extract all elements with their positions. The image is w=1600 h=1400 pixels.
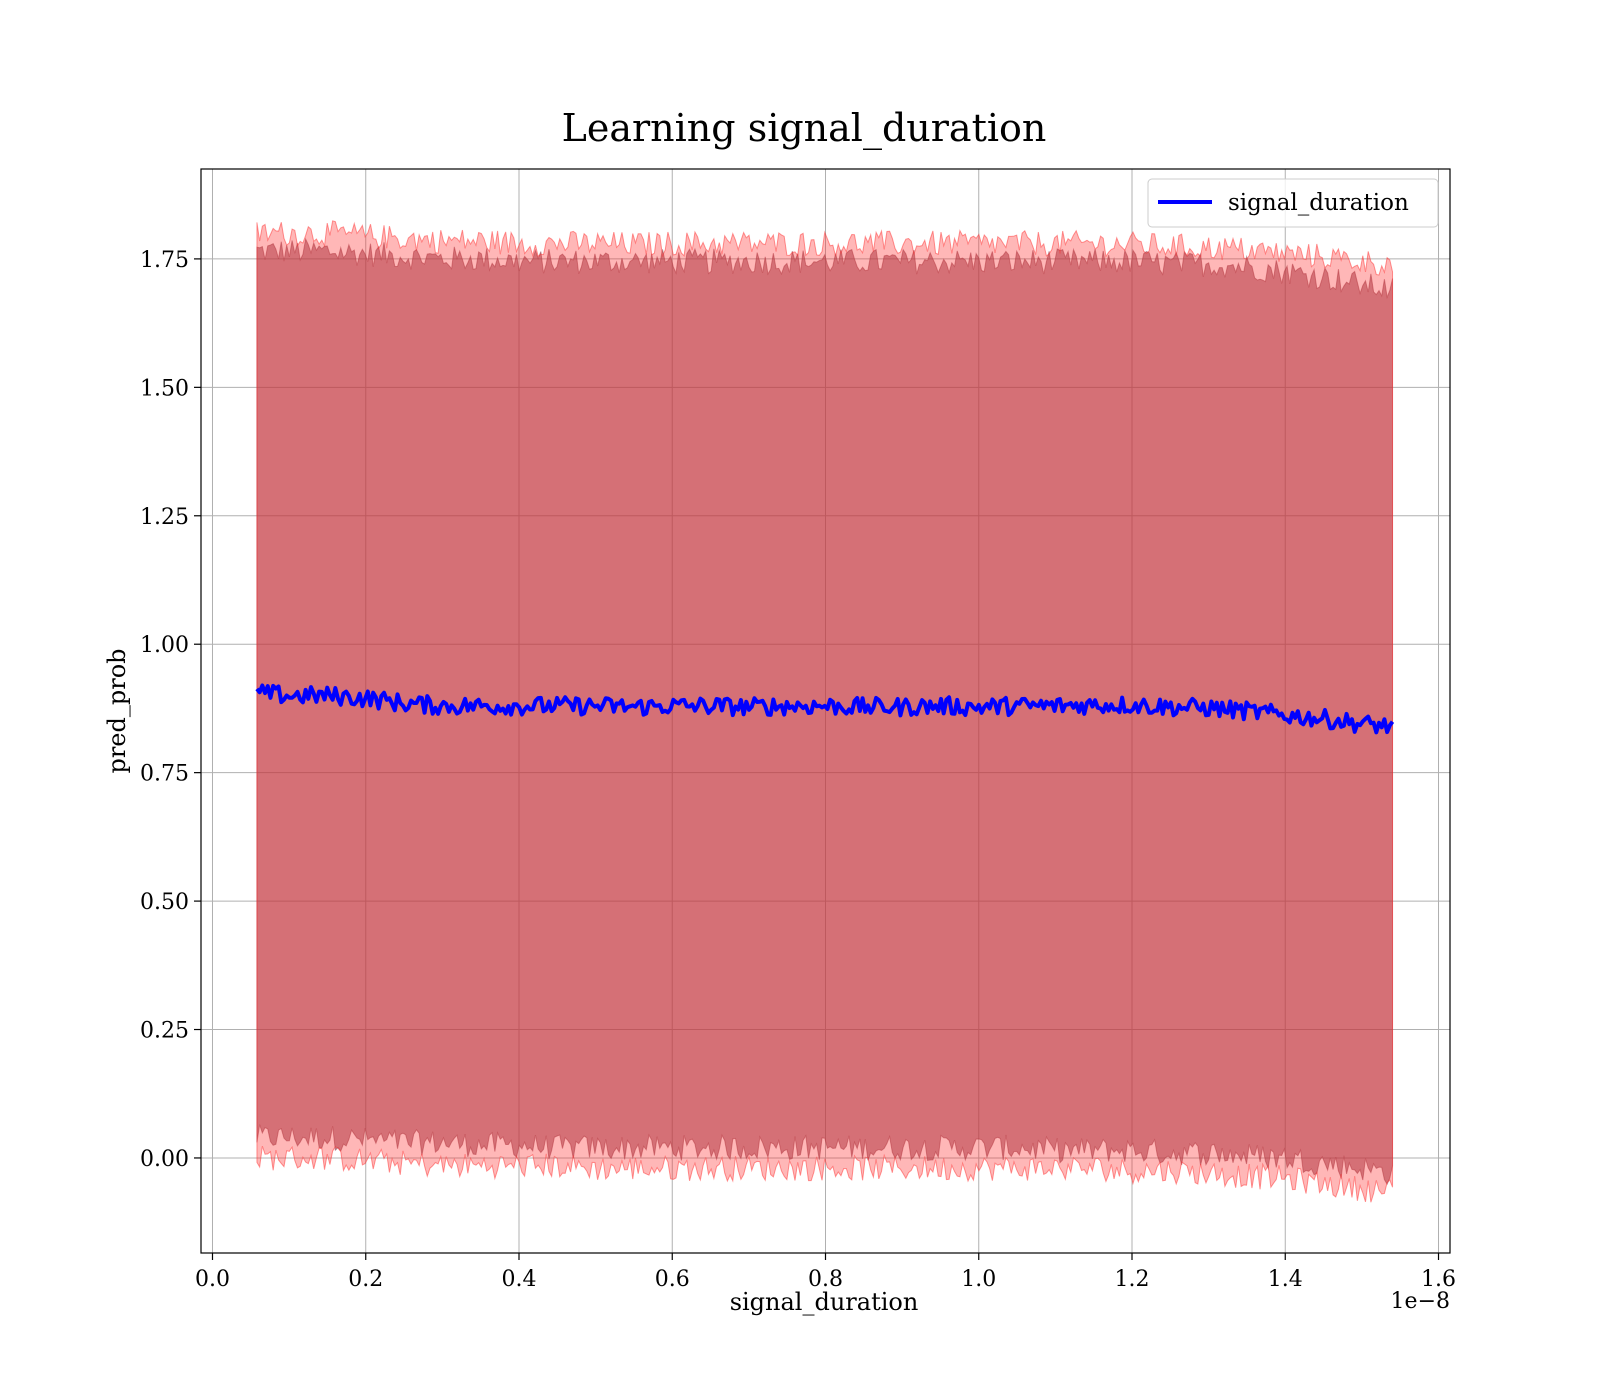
series-lines <box>255 683 1395 735</box>
x-axis-offset-text: 1e−8 <box>1391 1289 1450 1314</box>
legend-label-signal-duration: signal_duration <box>1228 190 1409 216</box>
y-tick-label-0: 0.00 <box>140 1147 189 1172</box>
x-tick-label-2: 0.4 <box>501 1267 536 1292</box>
x-tick-label-8: 1.6 <box>1421 1267 1456 1292</box>
y-tick-label-1: 0.25 <box>140 1019 189 1044</box>
series-line-0 <box>255 683 1395 735</box>
y-tick-label-4: 1.00 <box>140 633 189 658</box>
x-tick-label-3: 0.6 <box>655 1267 690 1292</box>
x-tick-label-0: 0.0 <box>195 1267 230 1292</box>
legend-box <box>1147 178 1439 228</box>
y-tick-label-6: 1.50 <box>140 376 189 401</box>
legend: signal_duration <box>1147 178 1439 228</box>
x-axis-label: signal_duration <box>730 1288 919 1316</box>
x-tick-label-4: 0.8 <box>808 1267 843 1292</box>
y-axis-ticks: 0.00 0.25 0.50 0.75 1.00 1.25 1.50 1.75 <box>140 248 201 1172</box>
y-axis-label: pred_prob <box>103 648 131 773</box>
y-tick-label-2: 0.50 <box>140 890 189 915</box>
chart-title: Learning signal_duration <box>562 106 1047 151</box>
y-tick-label-7: 1.75 <box>140 248 189 273</box>
plot-area <box>200 168 1451 1254</box>
y-tick-label-3: 0.75 <box>140 762 189 787</box>
x-tick-label-7: 1.4 <box>1268 1267 1303 1292</box>
x-tick-label-1: 0.2 <box>348 1267 383 1292</box>
x-tick-label-6: 1.2 <box>1115 1267 1150 1292</box>
x-tick-label-5: 1.0 <box>961 1267 996 1292</box>
confidence-band-1 <box>256 220 1394 1203</box>
confidence-bands <box>256 220 1394 1203</box>
y-tick-label-5: 1.25 <box>140 505 189 530</box>
x-axis-ticks: 0.0 0.2 0.4 0.6 0.8 1.0 1.2 1.4 1.6 <box>195 1253 1456 1292</box>
